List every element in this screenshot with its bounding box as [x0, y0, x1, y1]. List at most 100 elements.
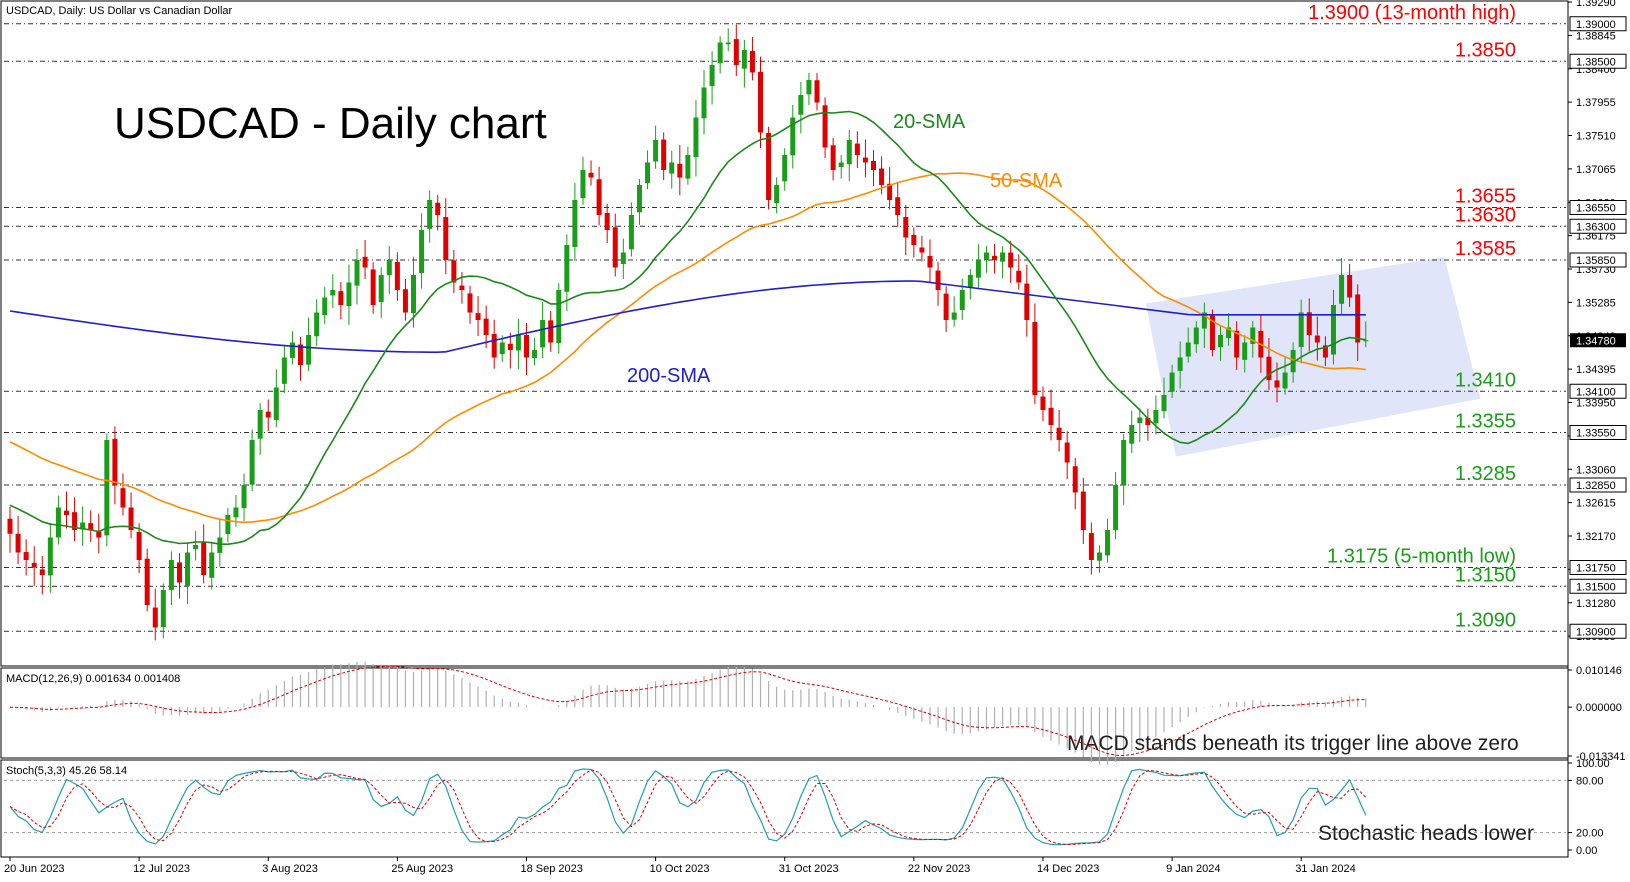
candle-body — [919, 247, 925, 253]
level-price-box-label: 1.36550 — [1576, 203, 1616, 215]
candle-body — [1040, 396, 1046, 410]
stoch-header: Stoch(5,3,3) 45.26 58.14 — [6, 765, 127, 777]
candle-body — [967, 275, 973, 288]
candle-body — [814, 80, 820, 103]
candle-body — [338, 291, 344, 305]
date-tick-label: 14 Dec 2023 — [1037, 863, 1099, 875]
candle-body — [1347, 275, 1353, 298]
level-price-box — [1569, 383, 1627, 399]
candle-body — [80, 522, 86, 530]
candle-body — [354, 260, 360, 286]
candle-body — [1000, 252, 1006, 262]
level-label: 1.3900 (13-month high) — [1308, 2, 1516, 24]
candle-body — [709, 65, 715, 87]
candle-body — [88, 523, 94, 530]
candle-body — [249, 440, 255, 485]
sma200-line — [9, 280, 1366, 353]
stoch-annotation: Stochastic heads lower — [1318, 822, 1534, 845]
date-tick-label: 22 Nov 2023 — [908, 863, 970, 875]
candle-body — [411, 275, 416, 314]
date-tick-label: 3 Aug 2023 — [262, 863, 318, 875]
candle-body — [1032, 322, 1038, 395]
candle-body — [733, 39, 739, 65]
stoch-tick-label: 20.00 — [1576, 828, 1604, 840]
candle-body — [39, 569, 45, 575]
candle-body — [1339, 275, 1345, 304]
candle-body — [975, 260, 981, 278]
candle-body — [1363, 340, 1369, 342]
candle-body — [717, 42, 723, 64]
candle-body — [7, 518, 13, 534]
candle-body — [782, 155, 788, 182]
candle-body — [63, 510, 69, 515]
level-price-box — [1569, 200, 1627, 215]
candle-body — [854, 143, 860, 155]
candle-body — [289, 342, 295, 358]
candle-body — [451, 260, 457, 283]
candle-body — [168, 560, 174, 591]
candle-body — [628, 215, 634, 250]
candle-body — [887, 183, 893, 200]
candle-body — [1330, 305, 1336, 355]
current-price-box — [1570, 333, 1626, 348]
candle-body — [911, 235, 917, 245]
level-price-box — [1569, 16, 1627, 32]
candle-body — [830, 145, 836, 170]
candle-body — [838, 162, 844, 168]
level-price-box — [1569, 560, 1627, 575]
candle-body — [1234, 330, 1240, 358]
level-price-box-label: 1.35850 — [1576, 255, 1616, 267]
candle-body — [55, 507, 61, 538]
candle-body — [1016, 270, 1022, 283]
candle-body — [201, 541, 207, 575]
price-tick-label: 1.37065 — [1576, 164, 1616, 176]
stoch-tick-label: 100.00 — [1576, 758, 1610, 770]
candle-body — [241, 485, 247, 509]
candle-body — [1048, 407, 1054, 425]
price-tick-label: 1.33060 — [1576, 464, 1616, 476]
level-price-box — [1569, 252, 1627, 268]
candle-body — [669, 162, 675, 174]
candle-body — [774, 185, 780, 204]
candle-body — [1080, 491, 1086, 530]
candle-body — [193, 545, 199, 550]
candle-body — [790, 117, 796, 156]
candle-body — [677, 163, 683, 178]
candle-body — [1314, 335, 1320, 343]
macd-annotation: MACD stands beneath its trigger line abo… — [1067, 732, 1519, 755]
sma50-line — [9, 172, 1366, 524]
candle-body — [427, 200, 433, 229]
level-price-box-label: 1.34100 — [1576, 386, 1616, 398]
candle-body — [1218, 335, 1223, 348]
macd-tick-label: -0.013341 — [1576, 751, 1626, 763]
macd-signal-line — [9, 665, 1366, 757]
current-price-label: 1.34780 — [1576, 335, 1616, 347]
candle-body — [515, 335, 521, 351]
level-label: 1.3630 — [1455, 204, 1516, 226]
candle-body — [346, 282, 352, 307]
candle-body — [1193, 327, 1199, 345]
candle-body — [1024, 283, 1030, 320]
candle-body — [693, 117, 699, 158]
candle-body — [1064, 442, 1070, 463]
candle-body — [330, 290, 336, 296]
candle-body — [959, 290, 965, 311]
candle-body — [120, 488, 126, 508]
candle-body — [443, 217, 449, 260]
level-label: 1.3410 — [1455, 369, 1516, 391]
candle-body — [1096, 552, 1102, 561]
price-tick-label: 1.39290 — [1576, 0, 1616, 9]
candle-body — [475, 313, 481, 320]
candle-body — [483, 318, 489, 335]
candle-body — [152, 607, 158, 628]
candle-body — [1322, 345, 1328, 358]
candle-body — [1088, 533, 1094, 560]
candle-body — [612, 227, 618, 268]
candle-body — [862, 157, 868, 163]
candle-body — [1242, 342, 1248, 360]
candle-body — [983, 252, 989, 261]
candle-body — [144, 558, 150, 605]
level-price-box-label: 1.31750 — [1576, 563, 1616, 575]
candle-body — [209, 552, 215, 578]
candle-body — [927, 255, 933, 268]
